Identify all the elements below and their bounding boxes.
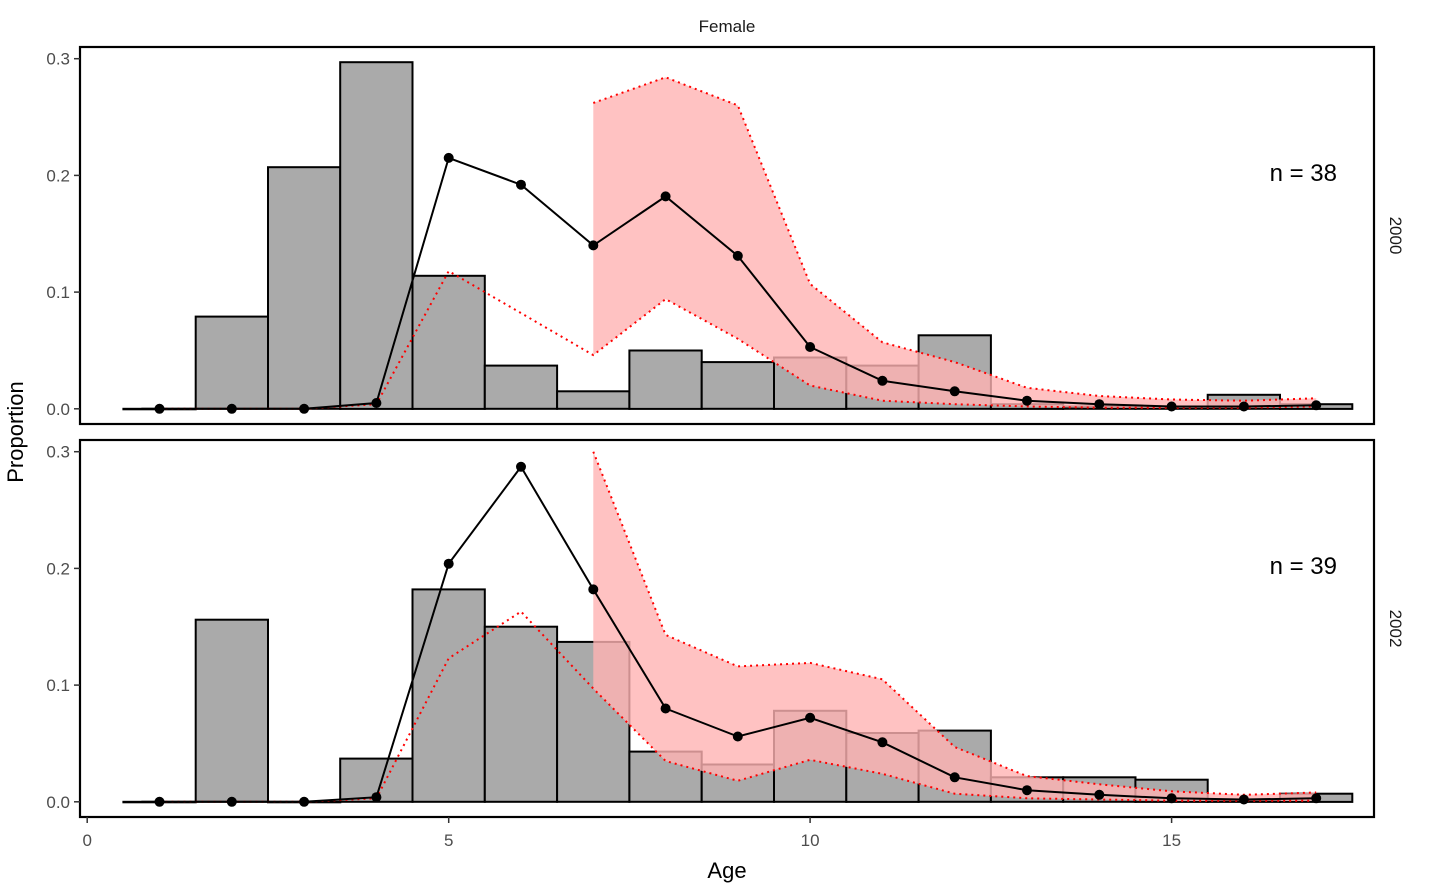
observed-bar-age-9 [700,361,776,410]
observed-bar-age-2 [194,618,269,803]
expected-point-age-8 [660,191,671,202]
upper-interval-line [592,451,1317,796]
y-tick-label: 0.0 [46,400,70,419]
expected-point-age-16 [1238,401,1249,412]
expected-point-age-1 [154,403,165,414]
x-axis: 0 5 10 15 [82,817,1181,850]
expected-point-age-9 [732,250,743,261]
expected-point-age-10 [805,342,816,352]
expected-point-age-12 [949,386,960,397]
observed-bar-age-8 [628,349,703,410]
x-axis-title: Age [707,858,746,883]
expected-point-age-11 [877,375,888,386]
expected-point-age-14 [1094,789,1105,800]
y-tick-label: 0.0 [46,793,70,812]
expected-point-age-1 [154,796,165,807]
y-axis-title: Proportion [3,381,28,483]
expected-point-age-17 [1311,793,1322,804]
expected-point-age-12 [949,772,960,783]
expected-point-age-3 [299,796,310,807]
sample-size-annotation: n = 39 [1270,553,1337,580]
interval-band [593,451,1317,801]
x-tick-label: 15 [1162,831,1181,850]
year-strip-label: 2000 [1386,217,1405,255]
expected-point-age-16 [1238,794,1249,805]
y-tick-label: 0.1 [46,283,70,302]
expected-point-age-9 [732,731,743,742]
x-tick-label: 10 [801,831,820,850]
x-tick-label: 0 [82,831,91,850]
sample-size-annotation: n = 38 [1270,160,1337,187]
year-strip-label: 2002 [1386,610,1405,648]
observed-bar-age-6 [483,625,559,803]
panel-2000: 0.0 0.1 0.2 0.3 n = 38 2000 [46,45,1405,426]
expected-point-age-15 [1166,793,1177,804]
expected-point-age-8 [660,703,671,714]
expected-point-age-6 [516,461,526,472]
expected-point-age-2 [226,403,237,414]
expected-point-age-5 [443,152,454,163]
observed-bar-age-5 [411,588,486,803]
expected-point-age-15 [1166,401,1177,412]
facet-title: Female [699,17,756,36]
expected-point-age-13 [1022,395,1032,406]
observed-bar-age-5 [411,274,486,410]
observed-bar-age-2 [194,315,269,410]
panel-2002: 0.0 0.1 0.2 0.3 n = 39 2002 [46,438,1405,819]
expected-point-age-6 [516,179,526,190]
expected-point-age-7 [588,240,599,251]
y-tick-label: 0.1 [46,676,70,695]
expected-point-age-3 [299,403,310,414]
x-tick-label: 5 [444,831,453,850]
expected-point-age-11 [877,737,888,748]
y-tick-label: 0.2 [46,166,70,185]
y-tick-label: 0.2 [46,559,70,578]
expected-point-age-2 [226,796,237,807]
observed-bar-age-7 [556,390,631,410]
expected-point-age-4 [371,792,382,803]
expected-point-age-14 [1094,399,1105,410]
expected-point-age-13 [1022,785,1032,796]
panel-border [78,45,1376,426]
observed-bar-age-3 [267,166,342,410]
expected-point-age-17 [1311,400,1322,411]
y-tick-label: 0.3 [46,50,70,69]
expected-point-age-7 [588,584,599,595]
expected-point-age-4 [371,398,382,408]
y-tick-label: 0.3 [46,443,70,462]
observed-bar-age-6 [483,364,559,410]
observed-bar-age-4 [339,61,414,410]
expected-point-age-5 [443,558,454,569]
expected-point-age-10 [805,712,816,723]
interval-band [593,77,1317,408]
panel-border [78,438,1376,819]
